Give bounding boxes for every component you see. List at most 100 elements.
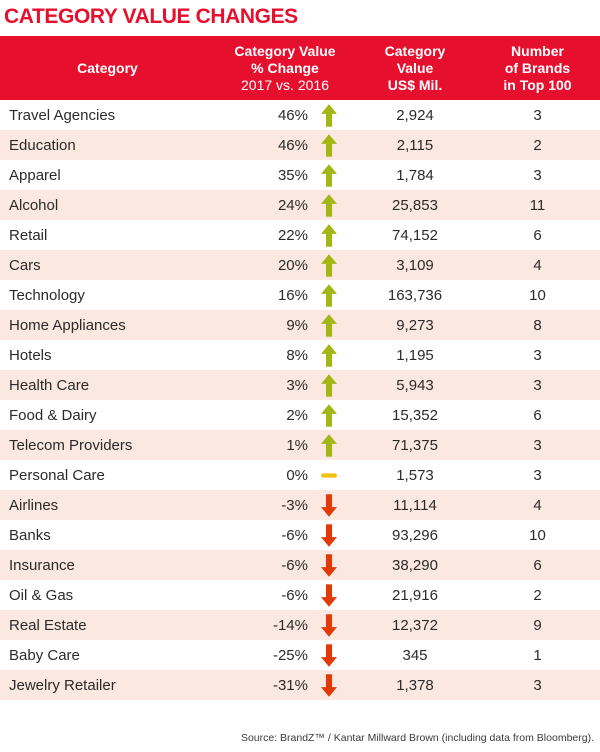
header-brands-line3: in Top 100 (503, 76, 572, 93)
brands-count: 4 (533, 256, 542, 274)
pct-change-cell: 8% (215, 343, 355, 367)
trend-up-icon (321, 253, 337, 277)
pct-change-cell: -6% (215, 583, 355, 607)
brands-count-cell: 1 (475, 647, 600, 664)
category-cell: Baby Care (0, 647, 215, 664)
trend-flat-icon (321, 463, 337, 487)
trend-down-icon (321, 523, 337, 547)
table-row: Jewelry Retailer -31% 1,378 3 (0, 670, 600, 700)
trend-down-icon (321, 583, 337, 607)
category-cell: Apparel (0, 167, 215, 184)
category-value: 1,378 (396, 676, 434, 694)
table-row: Retail 22% 74,152 6 (0, 220, 600, 250)
category-label: Hotels (9, 346, 52, 364)
brands-count-cell: 3 (475, 377, 600, 394)
brands-count: 1 (533, 646, 542, 664)
category-cell: Airlines (0, 497, 215, 514)
category-value: 93,296 (392, 526, 438, 544)
table-row: Real Estate -14% 12,372 9 (0, 610, 600, 640)
pct-change-value: 46% (277, 106, 308, 124)
table-header: Category Category Value % Change 2017 vs… (0, 36, 600, 100)
page-title: CATEGORY VALUE CHANGES (4, 5, 298, 28)
pct-change-value: 20% (277, 256, 308, 274)
brands-count: 9 (533, 616, 542, 634)
category-value-cell: 1,784 (355, 167, 475, 184)
category-value: 3,109 (396, 256, 434, 274)
brands-count-cell: 6 (475, 407, 600, 424)
header-value-line3: US$ Mil. (387, 76, 443, 93)
brands-count: 6 (533, 406, 542, 424)
pct-change-value: -3% (281, 496, 308, 514)
table-row: Education 46% 2,115 2 (0, 130, 600, 160)
category-value-cell: 2,924 (355, 107, 475, 124)
category-value-cell: 21,916 (355, 587, 475, 604)
source-note: Source: BrandZ™ / Kantar Millward Brown … (240, 732, 594, 744)
table-row: Oil & Gas -6% 21,916 2 (0, 580, 600, 610)
pct-change-value: -25% (272, 646, 308, 664)
pct-change-value: 24% (277, 196, 308, 214)
category-label: Oil & Gas (9, 586, 74, 604)
category-value-cell: 38,290 (355, 557, 475, 574)
category-label: Health Care (9, 376, 90, 394)
header-value-line1: Category (384, 42, 446, 59)
brands-count-cell: 3 (475, 677, 600, 694)
category-value: 11,114 (393, 496, 437, 514)
category-value: 9,273 (396, 316, 434, 334)
brands-count: 10 (529, 286, 546, 304)
category-cell: Alcohol (0, 197, 215, 214)
pct-change-cell: 24% (215, 193, 355, 217)
brands-count: 2 (533, 586, 542, 604)
brands-count: 8 (533, 316, 542, 334)
category-cell: Travel Agencies (0, 107, 215, 124)
category-value-cell: 345 (355, 647, 475, 664)
trend-down-icon (321, 493, 337, 517)
category-value-cell: 25,853 (355, 197, 475, 214)
table-row: Banks -6% 93,296 10 (0, 520, 600, 550)
category-value: 1,784 (396, 166, 434, 184)
brands-count: 3 (533, 676, 542, 694)
category-value-cell: 15,352 (355, 407, 475, 424)
category-cell: Home Appliances (0, 317, 215, 334)
brands-count-cell: 3 (475, 437, 600, 454)
category-value: 5,943 (396, 376, 434, 394)
category-value-cell: 1,378 (355, 677, 475, 694)
table-row: Food & Dairy 2% 15,352 6 (0, 400, 600, 430)
pct-change-cell: 22% (215, 223, 355, 247)
trend-up-icon (321, 403, 337, 427)
category-value-cell: 1,195 (355, 347, 475, 364)
brands-count: 2 (533, 136, 542, 154)
pct-change-cell: 16% (215, 283, 355, 307)
category-value-cell: 2,115 (355, 137, 475, 154)
brands-count-cell: 10 (475, 527, 600, 544)
category-value-cell: 71,375 (355, 437, 475, 454)
brands-count: 3 (533, 346, 542, 364)
pct-change-value: 8% (286, 346, 308, 364)
category-cell: Hotels (0, 347, 215, 364)
category-value: 71,375 (392, 436, 438, 454)
pct-change-cell: 46% (215, 103, 355, 127)
category-label: Telecom Providers (9, 436, 133, 454)
pct-change-cell: 9% (215, 313, 355, 337)
header-brands-line2: of Brands (504, 59, 571, 76)
pct-change-cell: 2% (215, 403, 355, 427)
category-value-cell: 12,372 (355, 617, 475, 634)
brands-count: 3 (533, 166, 542, 184)
trend-up-icon (321, 283, 337, 307)
brands-count-cell: 4 (475, 257, 600, 274)
header-category-value: Category Value US$ Mil. (355, 43, 475, 94)
category-cell: Telecom Providers (0, 437, 215, 454)
category-value-cell: 1,573 (355, 467, 475, 484)
table-row: Alcohol 24% 25,853 11 (0, 190, 600, 220)
category-value: 74,152 (392, 226, 438, 244)
pct-change-cell: 1% (215, 433, 355, 457)
category-value: 1,573 (396, 466, 434, 484)
category-label: Real Estate (9, 616, 87, 634)
trend-up-icon (321, 433, 337, 457)
table-row: Baby Care -25% 345 1 (0, 640, 600, 670)
pct-change-value: -6% (281, 556, 308, 574)
category-value-cell: 93,296 (355, 527, 475, 544)
trend-down-icon (321, 643, 337, 667)
brands-count-cell: 2 (475, 587, 600, 604)
trend-up-icon (321, 343, 337, 367)
pct-change-cell: -3% (215, 493, 355, 517)
